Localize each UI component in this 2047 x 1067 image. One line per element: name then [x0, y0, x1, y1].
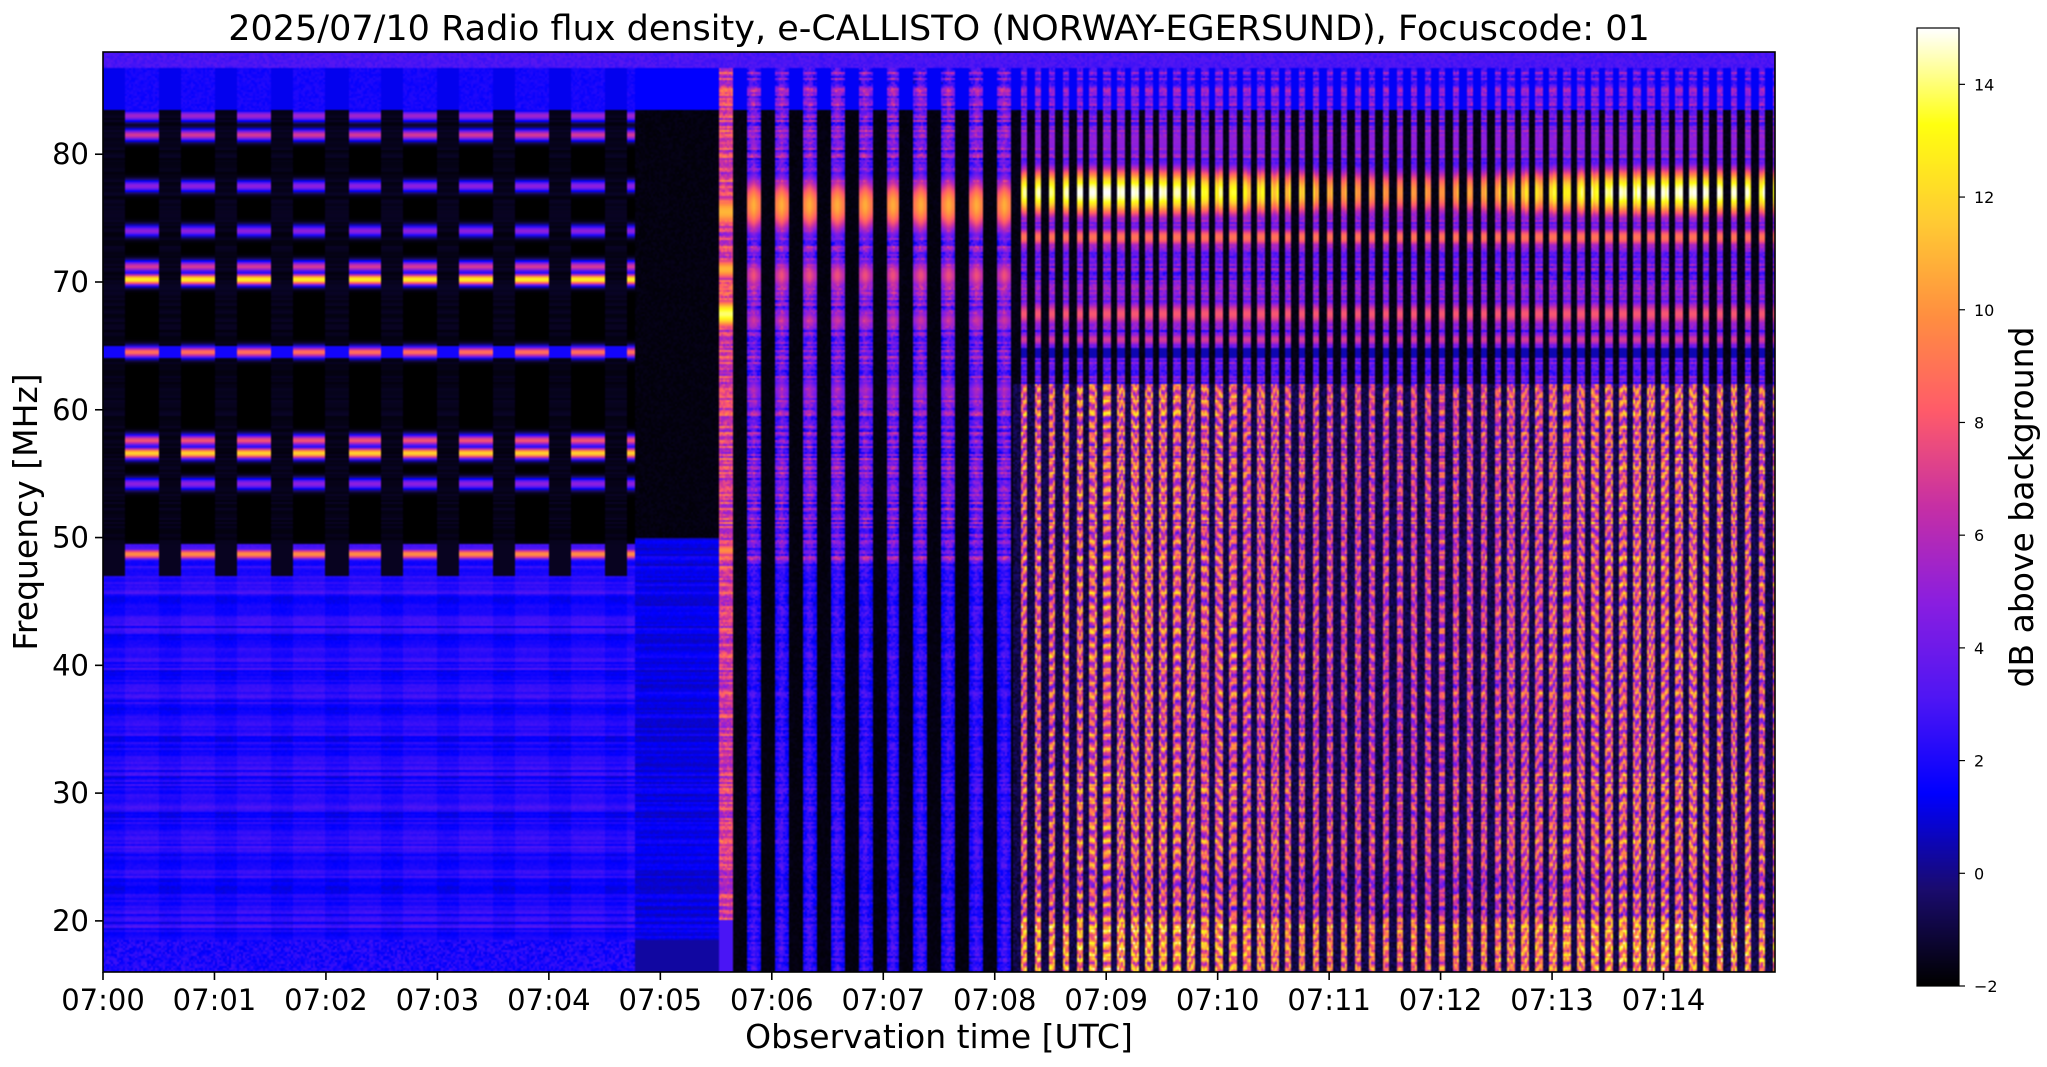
y-tick-label: 50 [52, 521, 89, 555]
x-tick-label: 07:02 [284, 983, 368, 1017]
colorbar-frame [1916, 27, 1960, 987]
x-tick-label: 07:12 [1399, 983, 1483, 1017]
x-axis-label: Observation time [UTC] [745, 1017, 1133, 1056]
y-axis: 20 30 40 50 60 70 80 [52, 137, 103, 938]
x-tick-label: 07:03 [396, 983, 480, 1017]
colorbar-tick-label: 10 [1974, 301, 1994, 320]
spectrogram-heatmap [103, 52, 1775, 972]
colorbar-tick-label: 14 [1974, 75, 1994, 94]
colorbar-tick-label: 2 [1974, 752, 1984, 771]
colorbar-tick-label: −2 [1974, 977, 1998, 996]
x-tick-label: 07:06 [730, 983, 814, 1017]
colorbar-tick-label: 4 [1974, 639, 1984, 658]
x-tick-label: 07:14 [1622, 983, 1706, 1017]
x-tick-label: 07:00 [61, 983, 145, 1017]
x-axis: 07:00 07:01 07:02 07:03 07:04 07:05 07:06 07:07… [61, 972, 1705, 1017]
y-tick-label: 30 [52, 776, 89, 810]
y-tick-label: 70 [52, 265, 89, 299]
colorbar-tick-label: 8 [1974, 413, 1984, 432]
y-tick-label: 80 [52, 137, 89, 171]
plot-area [102, 51, 1776, 973]
colorbar-tick-label: 0 [1974, 864, 1984, 883]
x-tick-label: 07:09 [1064, 983, 1148, 1017]
x-tick-label: 07:10 [1176, 983, 1260, 1017]
x-tick-label: 07:11 [1287, 983, 1371, 1017]
x-tick-label: 07:13 [1510, 983, 1594, 1017]
colorbar-axis: −2 0 2 4 6 8 10 12 14 [1959, 75, 1998, 996]
chart-title: 2025/07/10 Radio flux density, e-CALLIST… [228, 9, 1650, 49]
colorbar-gradient [1917, 28, 1959, 986]
colorbar-label: dB above background [2002, 327, 2041, 688]
x-tick-label: 07:01 [173, 983, 257, 1017]
y-tick-label: 60 [52, 393, 89, 427]
y-tick-label: 40 [52, 648, 89, 682]
x-tick-label: 07:07 [841, 983, 925, 1017]
x-tick-label: 07:08 [953, 983, 1037, 1017]
colorbar-tick-label: 12 [1974, 188, 1994, 207]
colorbar-tick-label: 6 [1974, 526, 1984, 545]
x-tick-label: 07:04 [507, 983, 591, 1017]
plot-frame [102, 51, 1776, 973]
y-axis-label: Frequency [MHz] [6, 373, 45, 650]
x-tick-label: 07:05 [619, 983, 703, 1017]
y-tick-label: 20 [52, 904, 89, 938]
colorbar [1916, 27, 1960, 987]
